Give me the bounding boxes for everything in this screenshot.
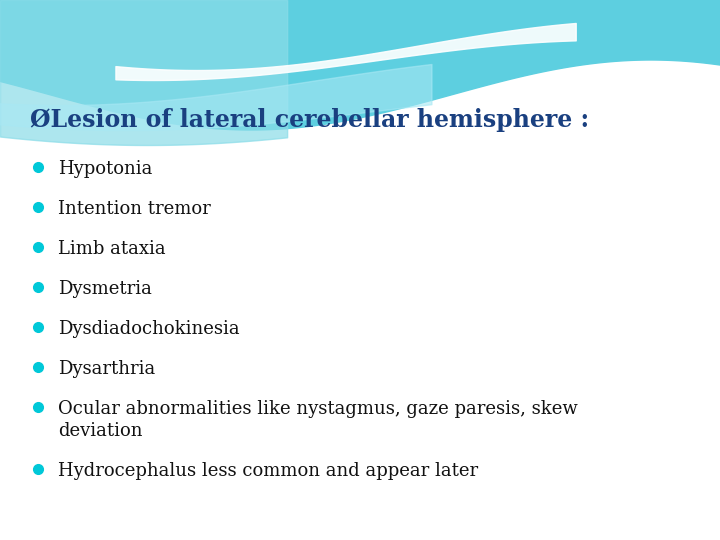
Text: Dysarthria: Dysarthria — [58, 360, 156, 378]
Text: Ocular abnormalities like nystagmus, gaze paresis, skew: Ocular abnormalities like nystagmus, gaz… — [58, 400, 577, 418]
Text: Dysmetria: Dysmetria — [58, 280, 152, 298]
Text: Limb ataxia: Limb ataxia — [58, 240, 166, 258]
Text: Dysdiadochokinesia: Dysdiadochokinesia — [58, 320, 240, 338]
Text: Intention tremor: Intention tremor — [58, 200, 211, 218]
Text: Hypotonia: Hypotonia — [58, 160, 153, 178]
Text: deviation: deviation — [58, 422, 143, 440]
Text: ØLesion of lateral cerebellar hemisphere :: ØLesion of lateral cerebellar hemisphere… — [30, 108, 589, 132]
Text: Hydrocephalus less common and appear later: Hydrocephalus less common and appear lat… — [58, 462, 478, 480]
